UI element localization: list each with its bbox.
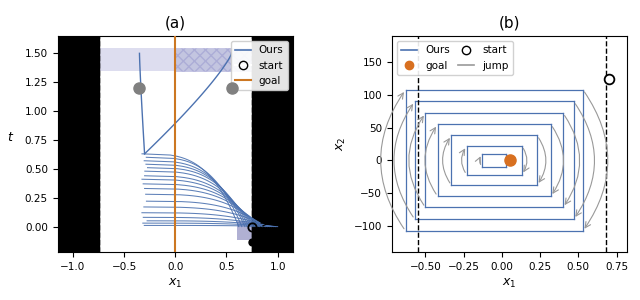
X-axis label: $x_1$: $x_1$ [168, 277, 182, 290]
Y-axis label: $x_2$: $x_2$ [335, 137, 348, 151]
X-axis label: $x_1$: $x_1$ [502, 277, 516, 290]
Text: $u$: $u$ [260, 214, 268, 224]
Bar [175, 48, 252, 71]
Title: (a): (a) [164, 16, 186, 31]
Legend: Ours, goal, start, jump: Ours, goal, start, jump [397, 41, 513, 75]
Bar [237, 221, 293, 240]
Legend: Ours, start, goal: Ours, start, goal [231, 41, 288, 90]
Bar [99, 48, 175, 71]
Bar [252, 36, 293, 252]
Title: (b): (b) [499, 16, 520, 31]
Y-axis label: $t$: $t$ [7, 131, 14, 144]
Bar [58, 36, 99, 252]
